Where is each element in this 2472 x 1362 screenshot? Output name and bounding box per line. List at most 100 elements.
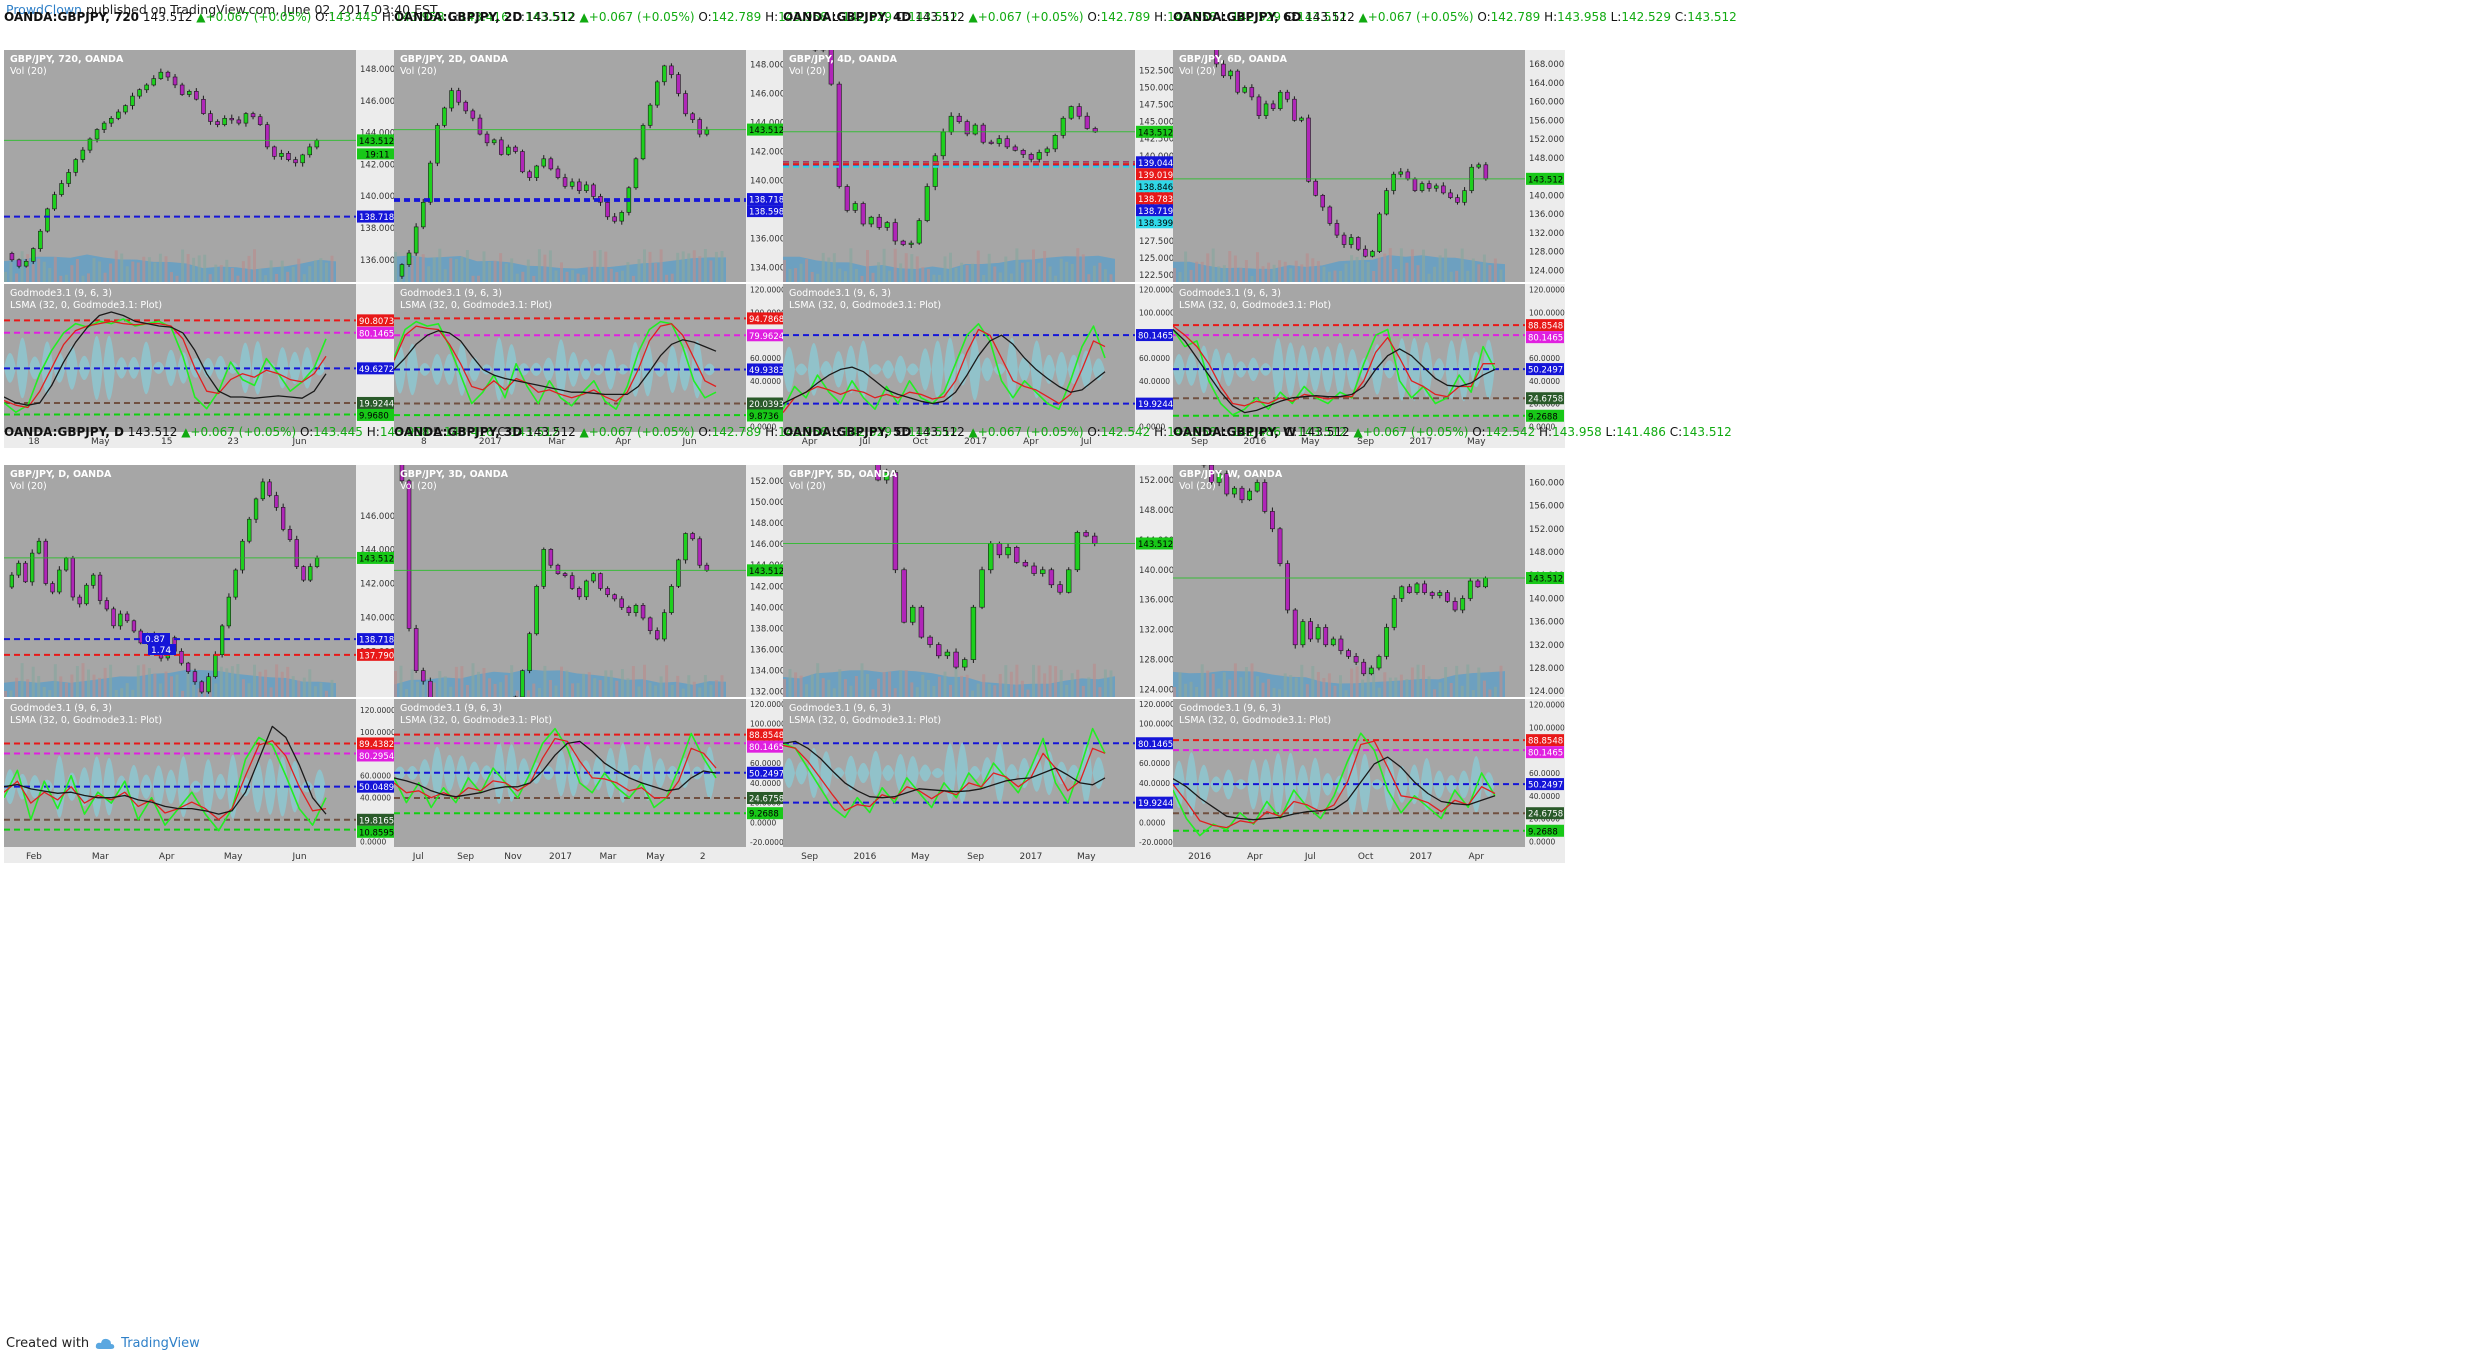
candle (104, 600, 110, 610)
chart-panel-720[interactable]: OANDA:GBPJPY, 720 143.512 ▲+0.067 (+0.05… (4, 10, 614, 666)
candle (654, 81, 660, 106)
chart-header: OANDA:GBPJPY, 2D 143.512 ▲+0.067 (+0.05%… (394, 10, 1004, 32)
time-tick-label: Sep (967, 852, 984, 862)
oscillator-level-label: 79.9624 (747, 329, 785, 342)
candle (964, 121, 970, 135)
oscillator-level-value: 94.7868 (749, 315, 784, 325)
symbol-label: OANDA:GBPJPY, D (4, 425, 124, 439)
countdown-text: 19:11 (365, 150, 390, 160)
open-label: O: (698, 425, 712, 439)
candle (996, 543, 1003, 556)
chart-panel-5d[interactable]: OANDA:GBPJPY, 5D 143.512 ▲+0.067 (+0.05%… (783, 425, 1393, 1081)
candle (1044, 148, 1050, 153)
close-value: 143.512 (1682, 425, 1732, 439)
open-value: 143.445 (328, 10, 382, 24)
chart-header: OANDA:GBPJPY, 720 143.512 ▲+0.067 (+0.05… (4, 10, 614, 32)
chart-panel-6d[interactable]: OANDA:GBPJPY, 6D 143.512 ▲+0.067 (+0.05%… (1173, 10, 1783, 666)
volume-legend: Vol (20) (400, 481, 437, 492)
candle (1391, 598, 1397, 628)
time-axis (783, 847, 1175, 863)
high-label: H: (1154, 425, 1168, 439)
candle (633, 605, 639, 614)
close-label: C: (895, 10, 909, 24)
candle (1407, 586, 1412, 593)
price-level-label: 138.718 (357, 633, 395, 646)
lsma-legend: LSMA (32, 0, Godmode3.1: Plot) (1179, 715, 1331, 726)
chart-panel-4d[interactable]: OANDA:GBPJPY, 4D 143.512 ▲+0.067 (+0.05%… (783, 10, 1393, 666)
candle (875, 465, 881, 481)
tradingview-link[interactable]: TradingView (121, 1336, 200, 1351)
candle (1306, 117, 1311, 182)
oscillator-legend: Godmode3.1 (9, 6, 3) (789, 703, 891, 714)
candle (111, 608, 116, 627)
candle (1209, 465, 1214, 483)
oscillator-legend: Godmode3.1 (9, 6, 3) (10, 288, 112, 299)
time-tick-label: Mar (599, 852, 616, 862)
oscillator-level-value: 9.2688 (749, 810, 779, 820)
oscillator-legend: Godmode3.1 (9, 6, 3) (10, 703, 112, 714)
candle (584, 580, 589, 598)
candle (598, 573, 603, 589)
candle (1052, 135, 1058, 150)
candle (1031, 565, 1037, 574)
price-tick-label: 150.000 (750, 498, 785, 508)
oscillator-tick-label: 120.0000 (1139, 700, 1175, 709)
oscillator-level-value: 9.8736 (749, 412, 779, 422)
price-legend: GBP/JPY, 4D, OANDA (789, 54, 898, 65)
candle (1460, 598, 1466, 611)
candle (669, 586, 674, 614)
oscillator-level-value: 80.1465 (1138, 332, 1173, 342)
chart-panel-w[interactable]: OANDA:GBPJPY, W 143.512 ▲+0.067 (+0.05%)… (1173, 425, 1783, 1081)
price-tick-label: 122.500 (1139, 271, 1174, 281)
oscillator-tick-label: 40.0000 (1139, 779, 1170, 788)
candle (932, 155, 938, 187)
candle (619, 212, 625, 222)
candle (704, 129, 710, 135)
candle (272, 146, 277, 157)
time-tick-label: Oct (1358, 852, 1374, 862)
oscillator-legend: Godmode3.1 (9, 6, 3) (1179, 703, 1281, 714)
volume-series (1173, 663, 1505, 697)
price-tick-label: 150.000 (1139, 84, 1174, 94)
candle (123, 105, 128, 113)
price-tick-label: 144.000 (750, 119, 785, 129)
oscillator-tick-label: 40.0000 (360, 794, 391, 803)
candle (240, 540, 245, 571)
candle (1216, 473, 1222, 483)
publisher-text: published on TradingView.com, June 02, 2… (81, 2, 438, 17)
candle (463, 101, 469, 112)
candle (910, 606, 916, 623)
candle (1285, 563, 1290, 611)
chart-panel-2d[interactable]: OANDA:GBPJPY, 2D 143.512 ▲+0.067 (+0.05%… (394, 10, 1004, 666)
chart-panel-3d[interactable]: OANDA:GBPJPY, 3D 143.512 ▲+0.067 (+0.05%… (394, 425, 1004, 1081)
oscillator-level-value: 80.2954 (359, 752, 394, 762)
oscillator-tick-label: 100.0000 (1139, 308, 1175, 317)
candle (477, 117, 483, 135)
measure-value: 0.87 (145, 635, 165, 645)
candle (66, 172, 71, 184)
time-tick-label: Sep (801, 852, 818, 862)
candle (1320, 195, 1326, 208)
oscillator-plot-line (1173, 732, 1496, 837)
price-tick-label: 148.000 (750, 519, 785, 529)
high-label: H: (765, 425, 779, 439)
candle (633, 158, 639, 189)
candle (647, 617, 653, 631)
publisher-user-link[interactable]: ProwdClown (6, 2, 82, 17)
candle (38, 230, 43, 249)
oscillator-level-value: 80.1465 (1138, 740, 1173, 750)
chart-panel-d[interactable]: OANDA:GBPJPY, D 143.512 ▲+0.067 (+0.05%)… (4, 425, 614, 1081)
time-tick-label: Feb (26, 852, 42, 862)
price-level-value: 138.719 (1138, 207, 1173, 217)
candle (1414, 583, 1420, 593)
candle (605, 202, 610, 218)
price-level-label: 138.718 (357, 210, 395, 223)
